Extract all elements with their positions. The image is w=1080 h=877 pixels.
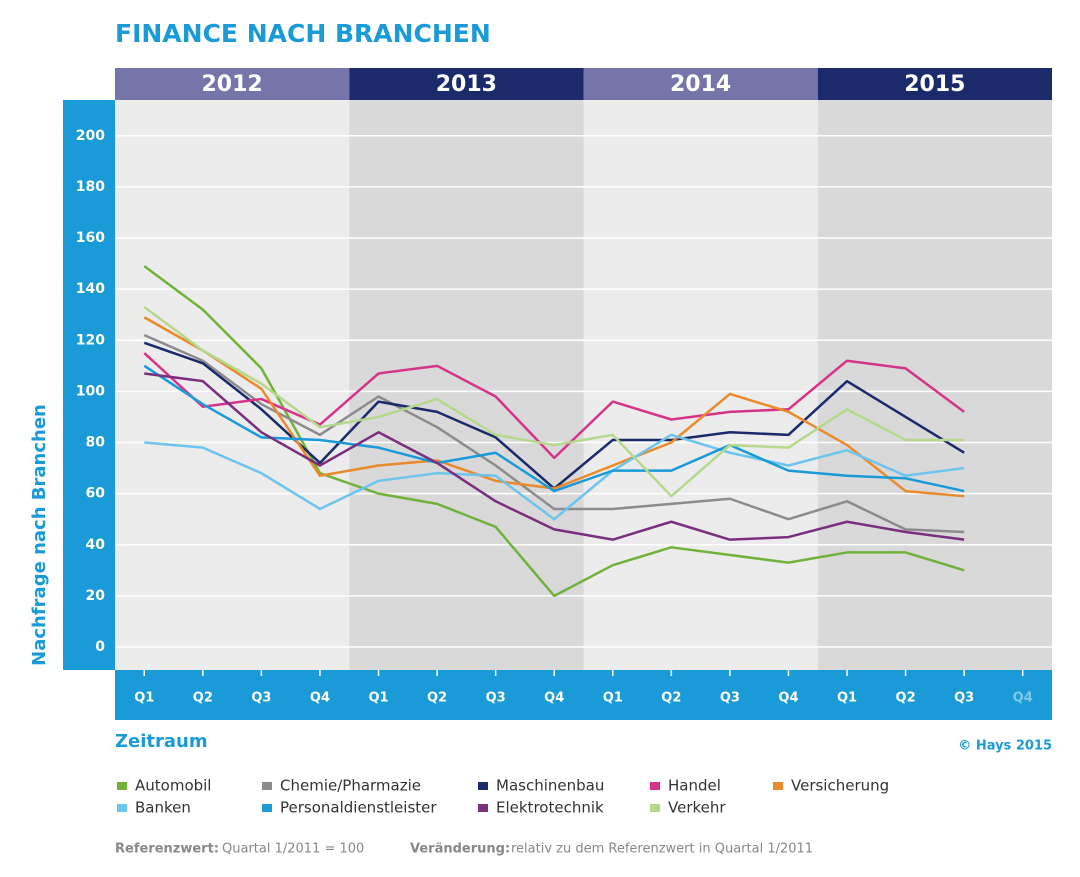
- legend-swatch: [262, 782, 272, 790]
- year-label: 2014: [670, 72, 731, 97]
- source: © Hays 2015: [958, 739, 1052, 754]
- legend-swatch: [478, 782, 488, 790]
- x-tick-label: Q4: [778, 691, 798, 706]
- series-line: [143, 316, 965, 498]
- x-tick-label: Q2: [661, 691, 681, 706]
- x-tick-label: Q4: [544, 691, 564, 706]
- series-line: [144, 433, 965, 521]
- year-header: [817, 68, 1052, 100]
- note-text: Quartal 1/2011 = 100: [222, 842, 364, 857]
- x-tick-label: Q4: [1013, 691, 1033, 706]
- y-tick-label: 20: [86, 588, 106, 604]
- x-tick-label: Q1: [837, 691, 857, 706]
- x-tick-label: Q2: [896, 691, 916, 706]
- x-tick-label: Q4: [310, 691, 330, 706]
- year-band: [583, 100, 818, 670]
- legend-swatch: [650, 782, 660, 790]
- x-tick-label: Q3: [720, 691, 740, 706]
- legend-label: Maschinenbau: [496, 777, 604, 795]
- legend-swatch: [650, 804, 660, 812]
- year-label: 2015: [904, 72, 965, 97]
- y-axis-bar: [63, 100, 115, 670]
- y-tick-label: 60: [86, 486, 106, 502]
- legend-swatch: [773, 782, 783, 790]
- note-label: Referenzwert:: [115, 842, 219, 857]
- x-tick-label: Q1: [134, 691, 154, 706]
- legend-label: Verkehr: [668, 799, 726, 817]
- legend-swatch: [262, 804, 272, 812]
- y-tick-label: 180: [76, 179, 105, 195]
- y-tick-label: 80: [86, 435, 106, 451]
- x-axis-bar: [115, 670, 1052, 720]
- year-header: [583, 68, 818, 100]
- series-line: [143, 352, 965, 460]
- year-band: [349, 100, 584, 670]
- y-tick-label: 40: [86, 537, 106, 553]
- x-tick-label: Q2: [427, 691, 447, 706]
- legend-label: Automobil: [135, 777, 211, 795]
- chart-title: FINANCE NACH BRANCHEN: [115, 19, 491, 48]
- note-text: relativ zu dem Referenzwert in Quartal 1…: [511, 842, 813, 857]
- legend-label: Personaldienstleister: [280, 799, 437, 817]
- legend-swatch: [478, 804, 488, 812]
- x-tick-label: Q3: [486, 691, 506, 706]
- y-tick-label: 200: [76, 128, 105, 144]
- x-axis-label: Zeitraum: [115, 731, 208, 752]
- y-tick-label: 100: [76, 383, 105, 399]
- legend-swatch: [117, 782, 127, 790]
- x-tick-label: Q2: [193, 691, 213, 706]
- series-line: [144, 372, 965, 541]
- series-line: [143, 334, 965, 534]
- x-tick-label: Q3: [954, 691, 974, 706]
- x-tick-label: Q1: [368, 691, 388, 706]
- series-line: [143, 265, 965, 598]
- y-tick-label: 140: [76, 281, 105, 297]
- y-tick-label: 120: [76, 332, 105, 348]
- year-header: [115, 68, 350, 100]
- x-tick-label: Q1: [603, 691, 623, 706]
- year-header: [349, 68, 584, 100]
- note-label: Veränderung:: [410, 842, 510, 857]
- x-tick-label: Q3: [251, 691, 271, 706]
- legend-label: Handel: [668, 777, 721, 795]
- series-line: [143, 364, 965, 493]
- legend-label: Elektrotechnik: [496, 799, 604, 817]
- y-tick-label: 0: [95, 639, 105, 655]
- legend-swatch: [117, 804, 127, 812]
- legend-label: Banken: [135, 799, 191, 817]
- series-line: [143, 306, 965, 498]
- year-label: 2012: [202, 72, 263, 97]
- y-tick-label: 160: [76, 230, 105, 246]
- year-label: 2013: [436, 72, 497, 97]
- year-band: [817, 100, 1052, 670]
- legend-label: Versicherung: [791, 777, 889, 795]
- y-axis-label: Nachfrage nach Branchen: [29, 404, 50, 666]
- legend-label: Chemie/Pharmazie: [280, 777, 421, 795]
